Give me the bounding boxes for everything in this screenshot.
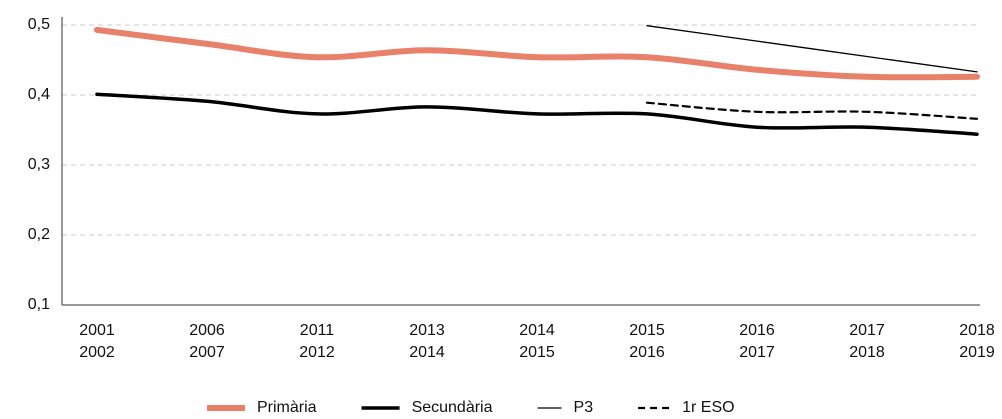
series-line bbox=[94, 26, 980, 81]
x-tick-label: 2018 bbox=[959, 322, 995, 339]
x-tick-label: 2001 bbox=[79, 322, 115, 339]
x-tick-label: 2015 bbox=[629, 322, 665, 339]
x-tick-label: 2006 bbox=[189, 322, 225, 339]
series-line bbox=[645, 101, 979, 120]
x-tick-label: 2014 bbox=[409, 344, 445, 361]
x-tick-label: 2016 bbox=[629, 344, 665, 361]
x-tick-label: 2015 bbox=[519, 344, 555, 361]
series-line bbox=[95, 92, 979, 136]
x-tick-label: 2017 bbox=[739, 344, 775, 361]
y-tick-label: 0,5 bbox=[28, 16, 50, 33]
legend-label: Primària bbox=[257, 399, 317, 416]
x-tick-label: 2013 bbox=[409, 322, 445, 339]
legend-label: P3 bbox=[574, 399, 594, 416]
x-tick-label: 2012 bbox=[299, 344, 335, 361]
legend-label: 1r ESO bbox=[682, 399, 734, 416]
y-tick-label: 0,4 bbox=[28, 86, 50, 103]
x-tick-label: 2019 bbox=[959, 344, 995, 361]
x-tick-label: 2016 bbox=[739, 322, 775, 339]
x-tick-label: 2011 bbox=[300, 322, 335, 339]
x-tick-label: 2017 bbox=[849, 322, 885, 339]
y-tick-label: 0,2 bbox=[28, 226, 50, 243]
x-tick-label: 2002 bbox=[79, 344, 115, 361]
y-tick-label: 0,1 bbox=[28, 296, 50, 313]
x-tick-label: 2007 bbox=[189, 344, 225, 361]
legend-label: Secundària bbox=[412, 399, 493, 416]
x-tick-label: 2014 bbox=[519, 322, 555, 339]
series-line bbox=[646, 25, 978, 73]
y-tick-label: 0,3 bbox=[28, 156, 50, 173]
x-tick-label: 2018 bbox=[849, 344, 885, 361]
